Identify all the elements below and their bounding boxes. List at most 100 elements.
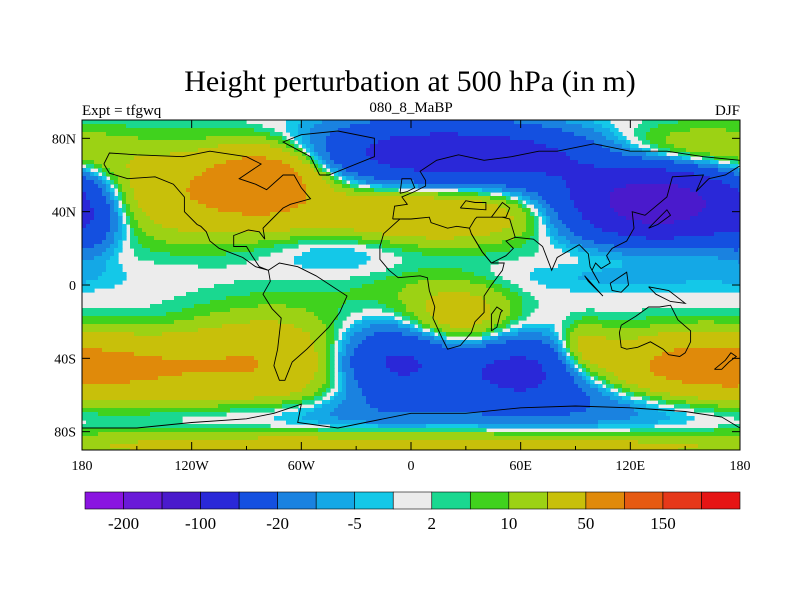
field-cell [642,220,675,225]
field-cell [134,216,151,221]
coastline [714,352,738,370]
field-cell [82,264,107,269]
field-cell [346,300,379,305]
field-cell [546,212,559,217]
field-cell [386,360,419,365]
field-cell [162,356,227,361]
field-cell [82,392,291,397]
field-cell [374,188,399,193]
field-cell [738,160,740,165]
field-cell [82,428,319,433]
field-cell [330,348,335,353]
field-cell [582,388,599,393]
field-cell [114,184,119,189]
field-cell [714,408,740,413]
field-cell [578,356,583,361]
field-cell [346,376,355,381]
field-cell [414,312,431,317]
field-cell [322,392,327,397]
field-cell [330,184,343,189]
field-cell [82,260,107,265]
field-cell [638,440,740,445]
field-cell [314,164,319,169]
field-cell [154,236,291,241]
field-cell [590,396,611,401]
subtitle-right: DJF [715,103,740,119]
field-cell [134,212,147,217]
field-cell [570,324,579,329]
field-cell [330,400,343,405]
field-cell [366,152,567,157]
field-cell [614,208,703,213]
field-cell [358,172,547,177]
field-cell [430,332,435,337]
field-cell [82,196,87,201]
field-cell [266,136,283,141]
colorbar-tick-label: -200 [108,514,139,533]
field-cell [126,204,131,209]
field-cell [598,372,615,377]
field-cell [118,208,123,213]
field-cell [370,324,399,329]
field-cell [546,372,571,377]
field-cell [334,396,347,401]
colorbar-swatch [315,491,356,510]
field-cell [438,320,483,325]
field-cell [722,180,740,185]
field-cell [630,388,651,393]
field-cell [130,220,139,225]
field-cell [106,180,111,185]
field-cell [426,308,491,313]
field-cell [694,160,711,165]
field-cell [122,188,135,193]
field-cell [354,348,555,353]
field-cell [318,388,327,393]
field-cell [298,172,319,177]
colorbar-swatch [585,491,625,510]
field-cell [402,248,511,253]
field-cell [562,220,591,225]
field-cell [254,128,275,133]
field-cell [82,212,95,217]
field-cell [582,372,587,377]
field-cell [122,200,127,205]
field-cell [606,388,611,393]
field-cell [422,324,431,329]
field-cell [242,212,271,217]
field-cell [554,224,567,229]
field-cell [402,256,519,261]
field-cell [314,144,327,149]
field-cell [94,164,103,169]
field-cell [82,208,95,213]
field-cell [634,400,647,405]
field-cell [542,368,567,373]
field-cell [122,184,131,189]
field-cell [618,400,635,405]
field-cell [538,280,599,285]
field-cell [714,428,740,433]
field-cell [578,384,591,389]
field-cell [706,204,740,209]
field-cell [82,144,219,149]
field-cell [386,268,419,273]
field-cell [334,336,339,341]
field-cell [350,288,403,293]
field-cell [114,204,119,209]
field-cell [82,412,99,417]
field-cell [282,404,299,409]
coastline [515,165,740,284]
field-cell [190,184,307,189]
field-cell [718,256,740,261]
field-cell [506,200,519,205]
field-cell [342,180,347,185]
field-cell [570,336,579,341]
field-cell [90,220,111,225]
field-cell [378,160,579,165]
field-cell [602,144,623,149]
field-cell [334,324,343,329]
field-cell [590,372,599,377]
field-cell [698,320,715,325]
field-cell [110,216,119,221]
field-cell [574,320,699,325]
field-cell [458,188,483,193]
